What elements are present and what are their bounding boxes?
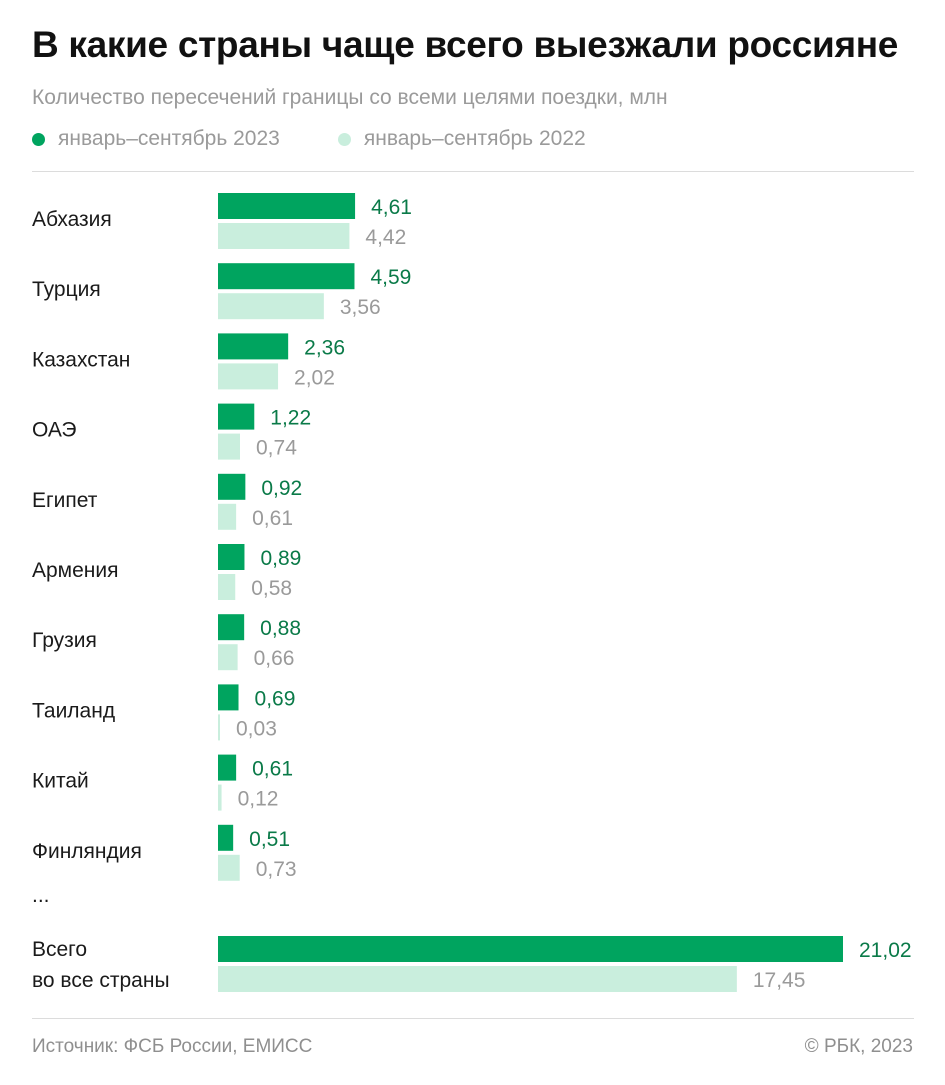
row-6-bar-2023 [218,614,245,641]
total-bar-2023 [218,936,843,962]
row-3-value-2023: 1,22 [270,407,311,430]
row-5-value-2023: 0,89 [260,547,301,570]
row-8-bar-2022 [218,784,222,811]
row-4-value-2023: 0,92 [261,477,302,500]
row-9-value-2023: 0,51 [249,828,290,851]
total-value-2023: 21,02 [859,939,912,962]
copyright-note: © РБК, 2023 [804,1036,913,1057]
row-7-bar-2023 [218,684,239,711]
total-label-line: Всего [32,938,87,961]
row-0-bar-2023 [218,193,356,219]
row-2-bar-2022 [218,363,279,390]
row-5-bar-2023 [218,544,245,570]
row-9-bar-2022 [218,854,240,881]
row-6-bar-2022 [218,644,238,671]
bottom-divider [32,1018,914,1019]
row-4-value-2022: 0,61 [252,507,293,530]
legend: январь–сентябрь 2023 январь–сентябрь 202… [32,127,586,151]
legend-item-2022: январь–сентябрь 2022 [337,127,586,151]
category-label: Армения [32,559,119,582]
category-label: Китай [32,770,89,793]
row-3-bar-2023 [218,403,255,430]
row-7-bar-2022 [218,714,220,741]
row-9-value-2022: 0,73 [256,858,297,881]
row-0-value-2023: 4,61 [371,196,412,219]
row-8-bar-2023 [218,754,237,781]
row-4-bar-2022 [218,503,237,530]
row-6-value-2023: 0,88 [260,617,301,640]
row-1-bar-2023 [218,263,355,290]
legend-dot-2022 [337,132,351,146]
row-5-bar-2022 [218,574,236,600]
row-1-value-2023: 4,59 [370,266,411,289]
legend-item-2023: январь–сентябрь 2023 [32,127,280,151]
row-2-value-2022: 2,02 [294,366,335,389]
row-3-value-2022: 0,74 [256,437,297,460]
row-5-value-2022: 0,58 [251,577,292,600]
total-value-2022: 17,45 [753,969,806,992]
row-9-bar-2023 [218,824,234,851]
row-6-value-2022: 0,66 [254,647,295,670]
category-label: Финляндия [32,840,142,863]
row-8-value-2022: 0,12 [238,788,279,811]
row-3-bar-2022 [218,433,241,460]
chart-subtitle: Количество пересечений границы со всеми … [32,86,668,109]
row-8-value-2023: 0,61 [252,758,293,781]
category-label: Грузия [32,629,97,652]
row-7-value-2022: 0,03 [236,717,277,740]
category-label: Абхазия [32,208,112,231]
legend-label-2023: январь–сентябрь 2023 [58,127,280,150]
row-0-bar-2022 [218,223,350,249]
legend-dot-2023 [32,132,45,146]
category-label: Турция [32,278,101,301]
category-label: Таиланд [32,699,115,722]
row-0-value-2022: 4,42 [365,226,406,249]
row-7-value-2023: 0,69 [255,687,296,710]
chart-title: В какие страны чаще всего выезжали росси… [32,24,899,65]
category-label: Египет [32,489,98,512]
ellipsis-label: ... [32,884,50,907]
total-bar-2022 [218,966,737,992]
row-1-value-2022: 3,56 [340,296,381,319]
source-note: Источник: ФСБ России, ЕМИСС [32,1036,313,1057]
total-label-line: во все страны [32,969,170,992]
top-divider [32,171,914,172]
category-label: Казахстан [32,348,130,371]
category-label: ОАЭ [32,419,77,442]
row-2-bar-2023 [218,333,289,360]
row-4-bar-2023 [218,473,246,500]
row-2-value-2023: 2,36 [304,336,345,359]
row-1-bar-2022 [218,293,324,320]
legend-label-2022: январь–сентябрь 2022 [363,127,586,150]
